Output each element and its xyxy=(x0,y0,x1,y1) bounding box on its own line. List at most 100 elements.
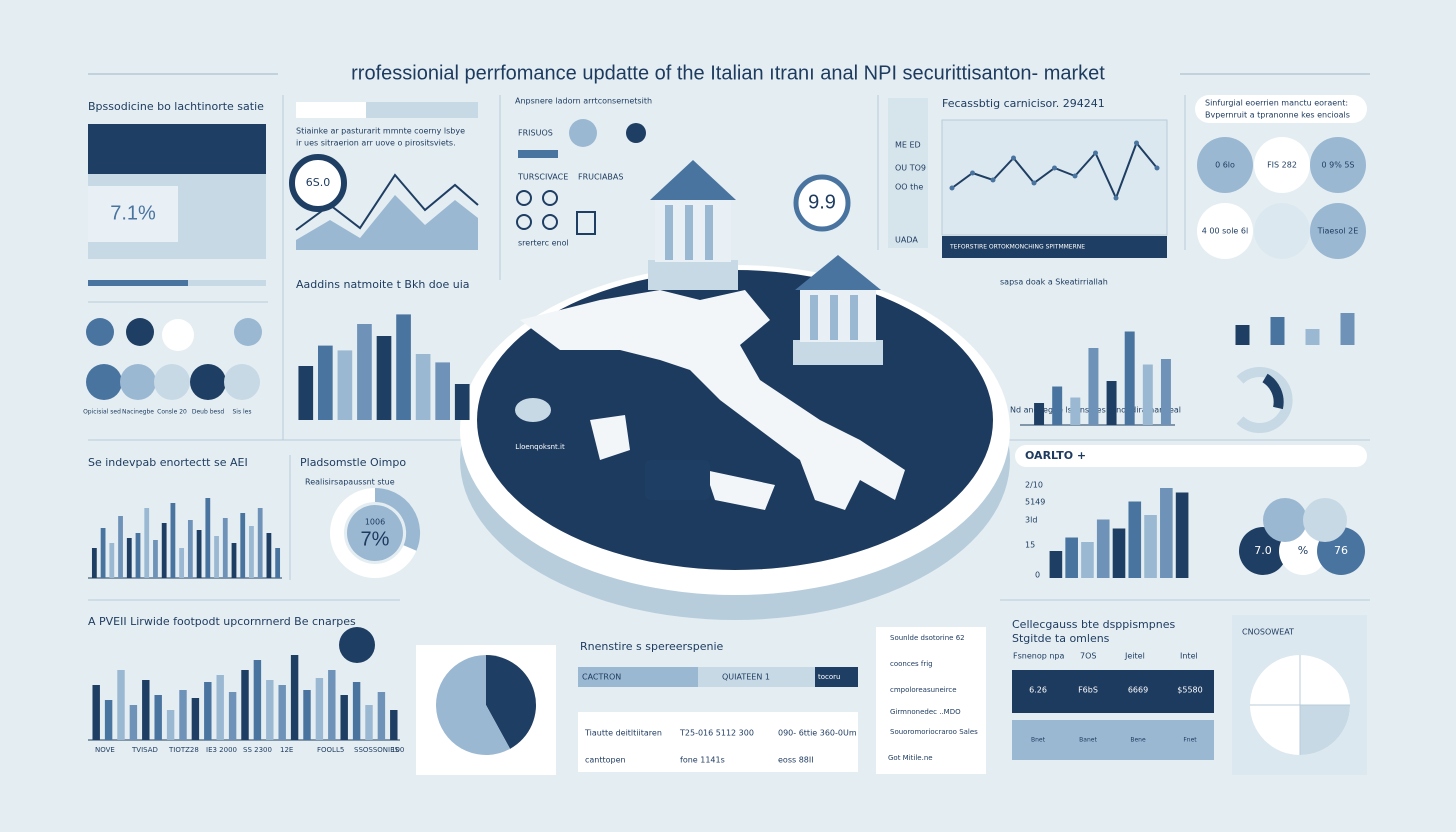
bar xyxy=(365,705,373,740)
bar xyxy=(340,695,348,740)
badge-value: 6S.0 xyxy=(306,176,330,189)
table-cell: CACTRON xyxy=(582,673,621,682)
bar xyxy=(196,530,202,578)
line-group xyxy=(949,140,1160,201)
bar xyxy=(222,518,228,578)
table-cell: canttopen xyxy=(585,756,626,765)
table-cell: Tiautte deitltiitaren xyxy=(584,729,662,738)
panel-title: Aaddins natmoite t Bkh doe uia xyxy=(296,278,470,291)
circle xyxy=(1197,203,1253,259)
circle xyxy=(1303,498,1347,542)
x-label: NOVE xyxy=(95,746,115,754)
label: srerterc enol xyxy=(518,239,569,248)
bar xyxy=(1124,331,1135,425)
bar xyxy=(278,685,286,740)
bar xyxy=(144,508,150,578)
table-cell: F6bS xyxy=(1078,686,1098,695)
bar xyxy=(290,655,299,740)
icon-label: Consle 20 xyxy=(157,409,187,416)
ring-core xyxy=(347,505,403,561)
line-point xyxy=(1031,180,1037,186)
bar xyxy=(179,690,187,740)
x-label: TIOTZ28 xyxy=(168,746,199,754)
table-cell: Fnet xyxy=(1183,737,1197,744)
bar xyxy=(191,698,200,740)
panel-title: Pladsomstle Oimpo xyxy=(300,456,406,469)
bar xyxy=(377,692,386,740)
bar xyxy=(153,540,158,578)
panel-subtitle: Realisirsapaussnt stue xyxy=(305,478,395,487)
table-head: 7OS xyxy=(1080,652,1096,661)
bar xyxy=(187,520,193,578)
bar xyxy=(266,533,272,578)
plot-area xyxy=(941,119,1168,236)
pill xyxy=(1195,95,1367,123)
bar xyxy=(179,548,185,578)
line-point xyxy=(1072,173,1078,179)
tick-label: 5149 xyxy=(1025,498,1045,507)
panel-title: Cellecgauss bte dsppismpnes xyxy=(1012,618,1175,631)
bar xyxy=(1175,492,1189,578)
progress-fill xyxy=(88,280,188,286)
tick-label: 3ld xyxy=(1025,516,1037,525)
table-row xyxy=(1012,670,1214,713)
pie xyxy=(435,655,536,755)
bar xyxy=(117,670,125,740)
bar xyxy=(118,516,123,578)
line-point xyxy=(990,177,996,183)
bar xyxy=(1081,542,1094,578)
bar xyxy=(376,336,392,420)
icon xyxy=(518,150,558,158)
side-label: OU TO9 xyxy=(895,164,926,173)
table-cell: Bnet xyxy=(1031,737,1046,744)
icon-label: Nacinegbe xyxy=(122,409,154,416)
panel-title: Rnenstire s spereerspenie xyxy=(580,640,724,653)
map-platform xyxy=(460,265,1010,620)
line-point xyxy=(1134,140,1139,146)
panel-title: Sinfurgial eoerrien manctu eoraent: xyxy=(1205,99,1348,108)
title: rrofessionial perrfomance updatte of the… xyxy=(351,62,1105,84)
line-point xyxy=(1154,165,1160,171)
circle-label: 4 00 sole 6l xyxy=(1202,227,1248,236)
pie-slice xyxy=(486,655,536,749)
table-cell: QUIATEEN 1 xyxy=(722,673,770,682)
x-label: IE3 2000 xyxy=(206,746,237,754)
bar xyxy=(170,503,176,578)
table-cell: 6.26 xyxy=(1029,686,1047,695)
list-footer: Got Mitile.ne xyxy=(888,754,933,762)
table-cell: 6669 xyxy=(1128,686,1148,695)
bar xyxy=(257,508,263,578)
bar xyxy=(1340,313,1355,345)
table-body xyxy=(578,712,858,772)
icon xyxy=(569,119,597,147)
tick-label: 2/10 xyxy=(1025,481,1043,490)
bar xyxy=(166,710,175,740)
bar xyxy=(266,680,274,740)
list-item: Sounlde dsotorine 62 xyxy=(890,634,965,642)
bar xyxy=(109,543,115,578)
bar xyxy=(303,690,311,740)
bar xyxy=(92,685,100,740)
x-label: 100 xyxy=(391,746,404,754)
panel-title: Stiainke ar pasturarit mmnte coerny lsby… xyxy=(296,127,465,136)
bar-strip xyxy=(296,102,366,118)
bar xyxy=(241,670,249,740)
side-label: UADA xyxy=(895,236,918,245)
line-point xyxy=(1093,150,1098,156)
panel-title: Fecassbtig carnicisor. 294241 xyxy=(942,97,1105,110)
icon xyxy=(626,123,646,143)
bar xyxy=(135,533,141,578)
bar xyxy=(1049,551,1063,578)
circle xyxy=(1254,137,1310,193)
circle xyxy=(1197,137,1253,193)
table-cell: $5580 xyxy=(1177,686,1202,695)
caption: TEFORSTIRE ORTOKMONCHING SPITMMERNE xyxy=(949,244,1085,251)
table-cell: T25-016 5112 300 xyxy=(679,729,754,738)
circle xyxy=(1254,203,1310,259)
map-label: Lloenqoksnt.it xyxy=(515,443,565,451)
sidebar xyxy=(888,98,928,248)
side-label: ME ED xyxy=(895,141,921,150)
bar xyxy=(352,682,361,740)
ring-value: 7% xyxy=(361,528,390,550)
bar xyxy=(1144,515,1157,578)
